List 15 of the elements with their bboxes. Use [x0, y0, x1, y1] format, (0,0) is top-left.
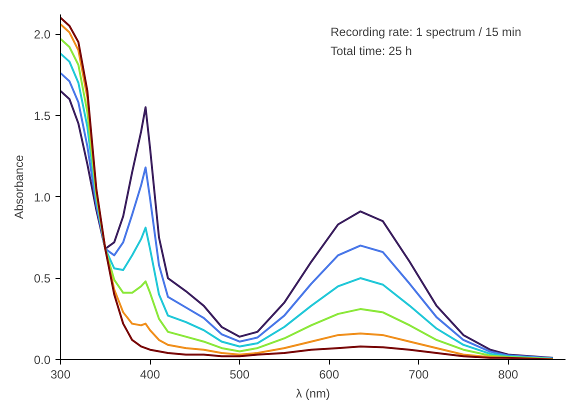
y-tick-label: 0.5: [34, 272, 51, 286]
y-tick-label: 1.0: [34, 190, 51, 204]
x-tick-label: 700: [408, 368, 429, 382]
x-tick-label: 400: [140, 368, 160, 382]
annotation: Total time: 25 h: [330, 44, 412, 58]
x-tick-label: 600: [319, 368, 340, 382]
y-axis-title: Absorbance: [12, 154, 26, 220]
x-axis-title: λ (nm): [296, 386, 330, 400]
x-tick-label: 300: [50, 368, 71, 382]
y-tick-label: 1.5: [34, 108, 51, 123]
y-tick-label: 2.0: [34, 28, 51, 42]
x-tick-label: 800: [498, 368, 519, 382]
annotation: Recording rate: 1 spectrum / 15 min: [330, 24, 522, 39]
x-tick-label: 500: [230, 368, 250, 382]
y-tick-label: 0.0: [34, 353, 51, 367]
